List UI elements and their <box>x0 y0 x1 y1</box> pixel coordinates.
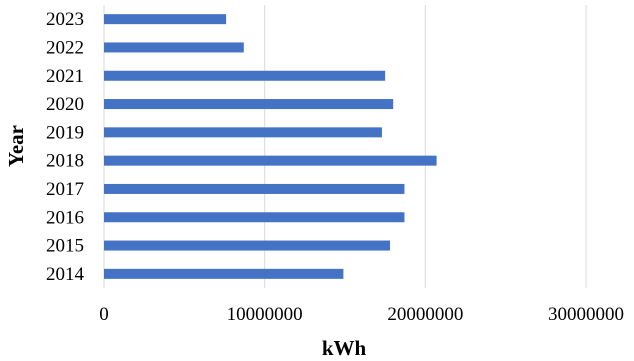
y-tick-label: 2014 <box>46 264 85 285</box>
bar-2018 <box>104 155 437 166</box>
y-tick-label: 2015 <box>46 236 84 257</box>
y-tick-label: 2021 <box>46 66 84 87</box>
x-tick-label: 20000000 <box>387 304 463 325</box>
y-axis-title: Year <box>4 125 28 167</box>
y-tick-label: 2016 <box>46 207 84 228</box>
bar-2019 <box>104 127 382 138</box>
y-tick-labels: 2014 2015 2016 2017 2018 2019 2020 2021 2022 2023 <box>46 9 85 285</box>
bars <box>104 14 437 279</box>
y-tick-label: 2018 <box>46 151 84 172</box>
bar-2022 <box>104 42 244 53</box>
x-tick-label: 0 <box>99 304 109 325</box>
bar-2014 <box>104 268 344 279</box>
y-tick-label: 2023 <box>46 9 84 30</box>
y-tick-label: 2022 <box>46 37 84 58</box>
y-tick-label: 2017 <box>46 179 84 200</box>
bar-2020 <box>104 99 394 110</box>
x-tick-label: 30000000 <box>548 304 624 325</box>
y-tick-label: 2019 <box>46 122 84 143</box>
y-tick-label: 2020 <box>46 94 84 115</box>
bar-2023 <box>104 14 227 25</box>
bar-2021 <box>104 70 386 81</box>
bar-2016 <box>104 212 405 223</box>
x-tick-label: 10000000 <box>227 304 303 325</box>
x-axis-title: kWh <box>322 336 367 360</box>
bar-2015 <box>104 240 390 251</box>
x-tick-labels: 0 10000000 20000000 30000000 <box>99 304 624 325</box>
bar-2017 <box>104 183 405 194</box>
